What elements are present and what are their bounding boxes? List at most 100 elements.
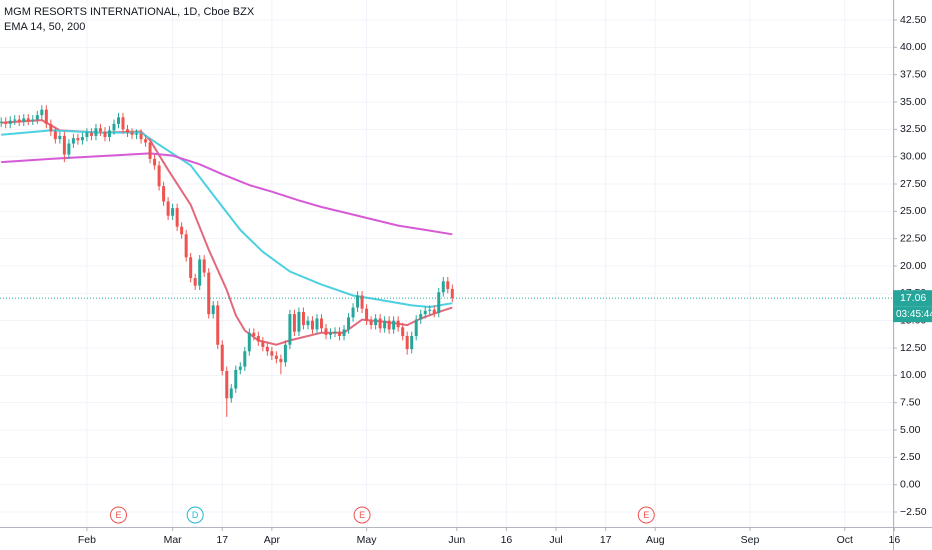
y-tick-label: −2.50: [900, 506, 927, 518]
candle-body: [319, 318, 323, 329]
price-label-box: [893, 290, 932, 307]
candle-body: [423, 310, 427, 315]
candle-body: [414, 319, 418, 336]
candle-body: [126, 129, 130, 133]
y-tick-label: 2.50: [900, 451, 921, 463]
candle-body: [216, 305, 220, 345]
candle-body: [369, 320, 373, 326]
candle-body: [71, 138, 75, 144]
candle-body: [446, 281, 450, 289]
candle-body: [53, 131, 57, 140]
event-label: E: [643, 510, 649, 520]
candle-body: [274, 355, 278, 359]
candle-body: [49, 123, 53, 132]
candle-body: [324, 328, 328, 335]
candle-body: [374, 318, 378, 326]
ema-line: [1, 152, 453, 236]
candle-body: [31, 119, 35, 121]
candle-body: [184, 234, 188, 258]
candle-body: [148, 142, 152, 159]
candle-body: [135, 133, 139, 135]
candle-body: [437, 292, 441, 314]
candle-body: [202, 259, 206, 273]
event-marker: [353, 506, 371, 524]
y-tick-label: 30.00: [900, 150, 926, 162]
countdown: 03:45:44: [896, 309, 932, 320]
candle-body: [171, 208, 175, 216]
candle-body: [238, 366, 242, 370]
candle-body: [8, 120, 12, 124]
x-tick-label: 16: [889, 534, 901, 546]
candle-body: [76, 138, 80, 141]
candle-body: [189, 257, 193, 279]
candle-body: [0, 121, 3, 123]
candle-body: [261, 341, 265, 347]
candle-body: [279, 358, 283, 363]
candle-body: [89, 132, 93, 136]
candle-body: [301, 311, 305, 326]
candle-body: [419, 314, 423, 320]
candle-body: [62, 135, 66, 155]
event-marker: [186, 506, 204, 524]
y-tick-label: 40.00: [900, 41, 926, 53]
x-tick-label: Jun: [448, 534, 465, 546]
axes: 42.50 40.00 37.50 35.00 32.50 30.00 27.50 25.00…: [78, 14, 932, 546]
candle-body: [67, 143, 71, 155]
countdown-box: [893, 306, 932, 323]
candle-body: [297, 311, 301, 332]
candle-body: [356, 295, 360, 308]
candle-body: [283, 344, 287, 363]
y-tick-label: 20.00: [900, 260, 926, 272]
candle-body: [360, 295, 364, 309]
candle-body: [383, 320, 387, 329]
x-tick-label: 16: [501, 534, 513, 546]
candle-body: [247, 332, 251, 352]
candle-body: [13, 119, 17, 121]
candle-body: [166, 201, 170, 216]
candle-body: [387, 320, 391, 330]
y-tick-label: 25.00: [900, 205, 926, 217]
candle-body: [306, 320, 310, 326]
candle-body: [347, 317, 351, 330]
x-tick-label: Feb: [78, 534, 96, 546]
candle-body: [40, 109, 44, 116]
y-tick-label: 22.50: [900, 232, 926, 244]
y-tick-label: 12.50: [900, 342, 926, 354]
x-tick-label: Sep: [741, 534, 760, 546]
x-tick-label: Oct: [837, 534, 853, 546]
candle-body: [338, 331, 342, 336]
candle-body: [405, 335, 409, 350]
candle-body: [162, 186, 166, 202]
x-tick-label: 17: [600, 534, 612, 546]
candle-body: [265, 346, 269, 352]
candle-body: [243, 351, 247, 367]
candle-body: [220, 344, 224, 371]
candle-body: [450, 288, 454, 299]
y-tick-label: 5.00: [900, 424, 921, 436]
indicator-legend: EMA 14, 50, 200: [4, 21, 85, 33]
candle-body: [112, 123, 116, 131]
candle-body: [130, 132, 134, 135]
event-label: E: [359, 510, 365, 520]
candle-body: [139, 133, 143, 140]
x-tick-label: Apr: [264, 534, 281, 546]
y-tick-label: 37.50: [900, 68, 926, 80]
event-label: E: [115, 510, 121, 520]
candle-body: [329, 332, 333, 335]
candle-body: [310, 320, 314, 330]
chart-title: MGM RESORTS INTERNATIONAL, 1D, Cboe BZX: [4, 6, 255, 18]
candle-body: [342, 329, 346, 336]
candle-body: [35, 115, 39, 120]
candle-body: [333, 331, 337, 333]
candle-body: [85, 132, 89, 137]
candle-body: [193, 278, 197, 286]
x-tick-label: Mar: [164, 534, 183, 546]
candle-body: [107, 130, 111, 137]
candle-body: [180, 226, 184, 235]
candle-body: [116, 117, 120, 124]
candle-body: [229, 388, 233, 399]
y-tick-label: 35.00: [900, 96, 926, 108]
candle-body: [207, 272, 211, 315]
x-tick-label: Jul: [549, 534, 562, 546]
